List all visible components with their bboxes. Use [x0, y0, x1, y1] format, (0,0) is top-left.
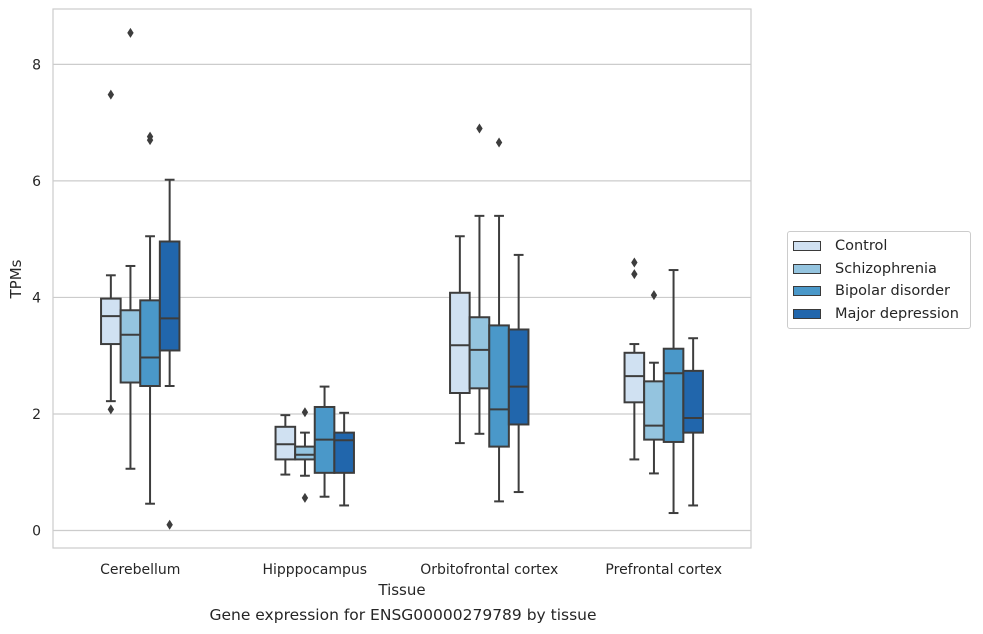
outlier-point — [650, 290, 658, 301]
y-tick-label: 6 — [32, 174, 41, 190]
x-tick-label: Orbitofrontal cortex — [420, 562, 558, 578]
x-ticks: Cerebellum Hipppocampus Orbitofrontal cort… — [100, 562, 722, 578]
chart-caption: Gene expression for ENSG00000279789 by t… — [209, 606, 597, 624]
box-control-1 — [274, 414, 297, 476]
box-iqr — [100, 297, 122, 346]
x-tick-label: Cerebellum — [100, 562, 180, 578]
box-iqr — [488, 324, 510, 448]
legend-item: Bipolar disorder — [788, 280, 970, 303]
y-tick-label: 0 — [32, 524, 41, 540]
legend-swatch — [793, 308, 821, 319]
box-iqr — [333, 431, 355, 474]
box-iqr — [139, 299, 161, 388]
legend-item: Control — [788, 235, 970, 258]
outlier-point — [495, 137, 503, 148]
outlier-point — [127, 27, 134, 38]
box-bipolar-disorder-2 — [488, 137, 510, 503]
box-schizophrenia-0 — [119, 27, 142, 470]
legend-swatch — [793, 286, 821, 297]
outlier-point — [301, 407, 309, 418]
legend-swatch — [793, 241, 821, 252]
legend-label: Major depression — [835, 305, 959, 322]
outlier-point — [107, 404, 115, 415]
box-iqr — [507, 328, 530, 426]
box-bipolar-disorder-0 — [139, 131, 161, 505]
box-iqr — [662, 347, 685, 443]
legend-item: Schizophrenia — [788, 258, 970, 281]
box-iqr — [449, 291, 471, 395]
box-schizophrenia-3 — [643, 290, 665, 475]
gridlines — [53, 63, 751, 532]
box-control-0 — [100, 89, 122, 415]
box-iqr — [274, 425, 297, 461]
outlier-point — [166, 519, 173, 530]
plot-frame — [52, 8, 752, 549]
box-iqr — [682, 369, 704, 434]
box-iqr — [623, 351, 646, 404]
x-axis-label: Tissue — [377, 581, 425, 599]
outlier-point — [107, 89, 115, 100]
box-schizophrenia-1 — [294, 407, 316, 503]
box-iqr — [468, 316, 491, 390]
y-tick-label: 8 — [32, 57, 41, 73]
legend-label: Schizophrenia — [835, 260, 937, 277]
legend-label: Control — [835, 238, 888, 255]
legend: Control Schizophrenia Bipolar disorder Majo… — [787, 231, 971, 329]
boxes — [100, 27, 704, 530]
outlier-point — [631, 269, 638, 280]
box-iqr — [119, 309, 142, 384]
box-major-depression-2 — [507, 253, 530, 494]
box-iqr — [294, 445, 316, 461]
legend-label: Bipolar disorder — [835, 283, 950, 300]
outlier-point — [301, 492, 309, 503]
legend-item: Major depression — [788, 303, 970, 326]
outlier-point — [476, 123, 483, 134]
box-iqr — [158, 240, 181, 352]
box-control-2 — [449, 235, 471, 445]
box-major-depression-3 — [682, 337, 704, 507]
box-iqr — [643, 380, 665, 441]
box-bipolar-disorder-1 — [313, 385, 336, 498]
x-tick-label: Hipppocampus — [262, 562, 367, 578]
y-tick-label: 2 — [32, 407, 41, 423]
x-tick-label: Prefrontal cortex — [605, 562, 722, 578]
box-major-depression-1 — [333, 411, 355, 507]
y-axis-label: TPMs — [7, 259, 25, 299]
box-schizophrenia-2 — [468, 123, 491, 435]
box-control-3 — [623, 257, 646, 461]
y-ticks: 0 2 4 6 8 — [32, 57, 41, 539]
box-major-depression-0 — [158, 178, 181, 530]
outlier-point — [631, 257, 638, 268]
legend-swatch — [793, 263, 821, 274]
box-bipolar-disorder-3 — [662, 269, 685, 515]
y-tick-label: 4 — [32, 290, 41, 306]
outlier-point — [146, 131, 154, 142]
